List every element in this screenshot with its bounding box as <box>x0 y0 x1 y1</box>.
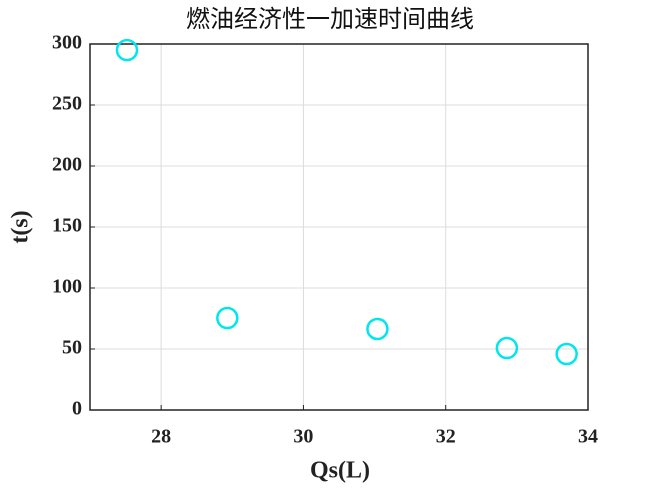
chart-title: 燃油经济性一加速时间曲线 <box>186 5 474 33</box>
y-tick-label: 300 <box>52 32 82 54</box>
data-point <box>555 342 578 366</box>
y-tick-label: 100 <box>52 276 82 298</box>
y-tick-label: 250 <box>52 93 82 115</box>
y-axis-label: t(s) <box>8 210 34 243</box>
data-point <box>495 336 519 360</box>
y-tick-label: 150 <box>52 215 82 237</box>
y-tick-label: 0 <box>72 398 82 420</box>
y-tick-label: 200 <box>52 154 82 176</box>
x-axis-label: Qs(L) <box>310 458 370 484</box>
x-tick-label: 32 <box>436 426 456 448</box>
y-tick-label: 50 <box>62 337 82 359</box>
data-point <box>216 306 239 330</box>
x-tick-label: 28 <box>151 426 171 448</box>
data-point <box>366 317 389 341</box>
plot-frame <box>89 43 589 411</box>
x-tick-label: 30 <box>293 426 313 448</box>
data-point <box>115 38 139 62</box>
x-tick-label: 34 <box>578 426 598 448</box>
